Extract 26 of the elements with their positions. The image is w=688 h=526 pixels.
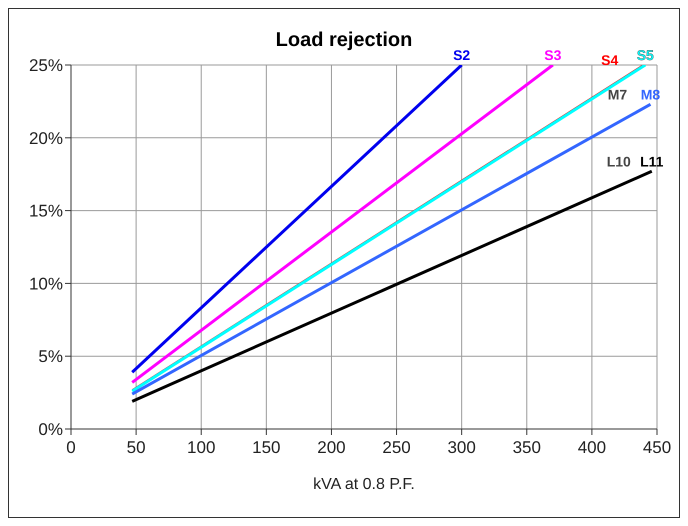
x-tick-label: 450 — [642, 438, 672, 457]
x-tick-label: 300 — [447, 438, 476, 457]
x-tick-label: 350 — [512, 438, 541, 457]
y-tick-label: 0% — [38, 420, 63, 440]
x-tick-label: 200 — [317, 438, 346, 457]
y-tick-label: 10% — [28, 274, 63, 294]
x-tick-label: 400 — [578, 438, 606, 457]
y-tick-label: 5% — [38, 347, 63, 366]
x-tick-label: 50 — [126, 438, 146, 457]
series-label: M8 — [640, 86, 660, 102]
annotation: M7 — [608, 86, 628, 102]
y-tick-label: 25% — [28, 56, 63, 76]
x-tick-label: 150 — [252, 438, 281, 457]
series-label: L11 — [640, 153, 664, 170]
x-tick-label: 250 — [382, 438, 411, 457]
chart-title: Load rejection — [276, 29, 412, 51]
x-tick-label: 100 — [187, 438, 216, 457]
series-label: S3 — [544, 47, 562, 63]
y-tick-label: 20% — [28, 128, 63, 148]
annotation: L10 — [606, 153, 632, 170]
x-tick-label: 0 — [66, 438, 76, 457]
series-label: S5 — [636, 47, 654, 63]
series-label: S4 — [601, 52, 618, 68]
series-label: S2 — [453, 47, 470, 63]
y-tick-label: 15% — [28, 202, 63, 221]
x-axis-title: kVA at 0.8 P.F. — [313, 476, 415, 493]
